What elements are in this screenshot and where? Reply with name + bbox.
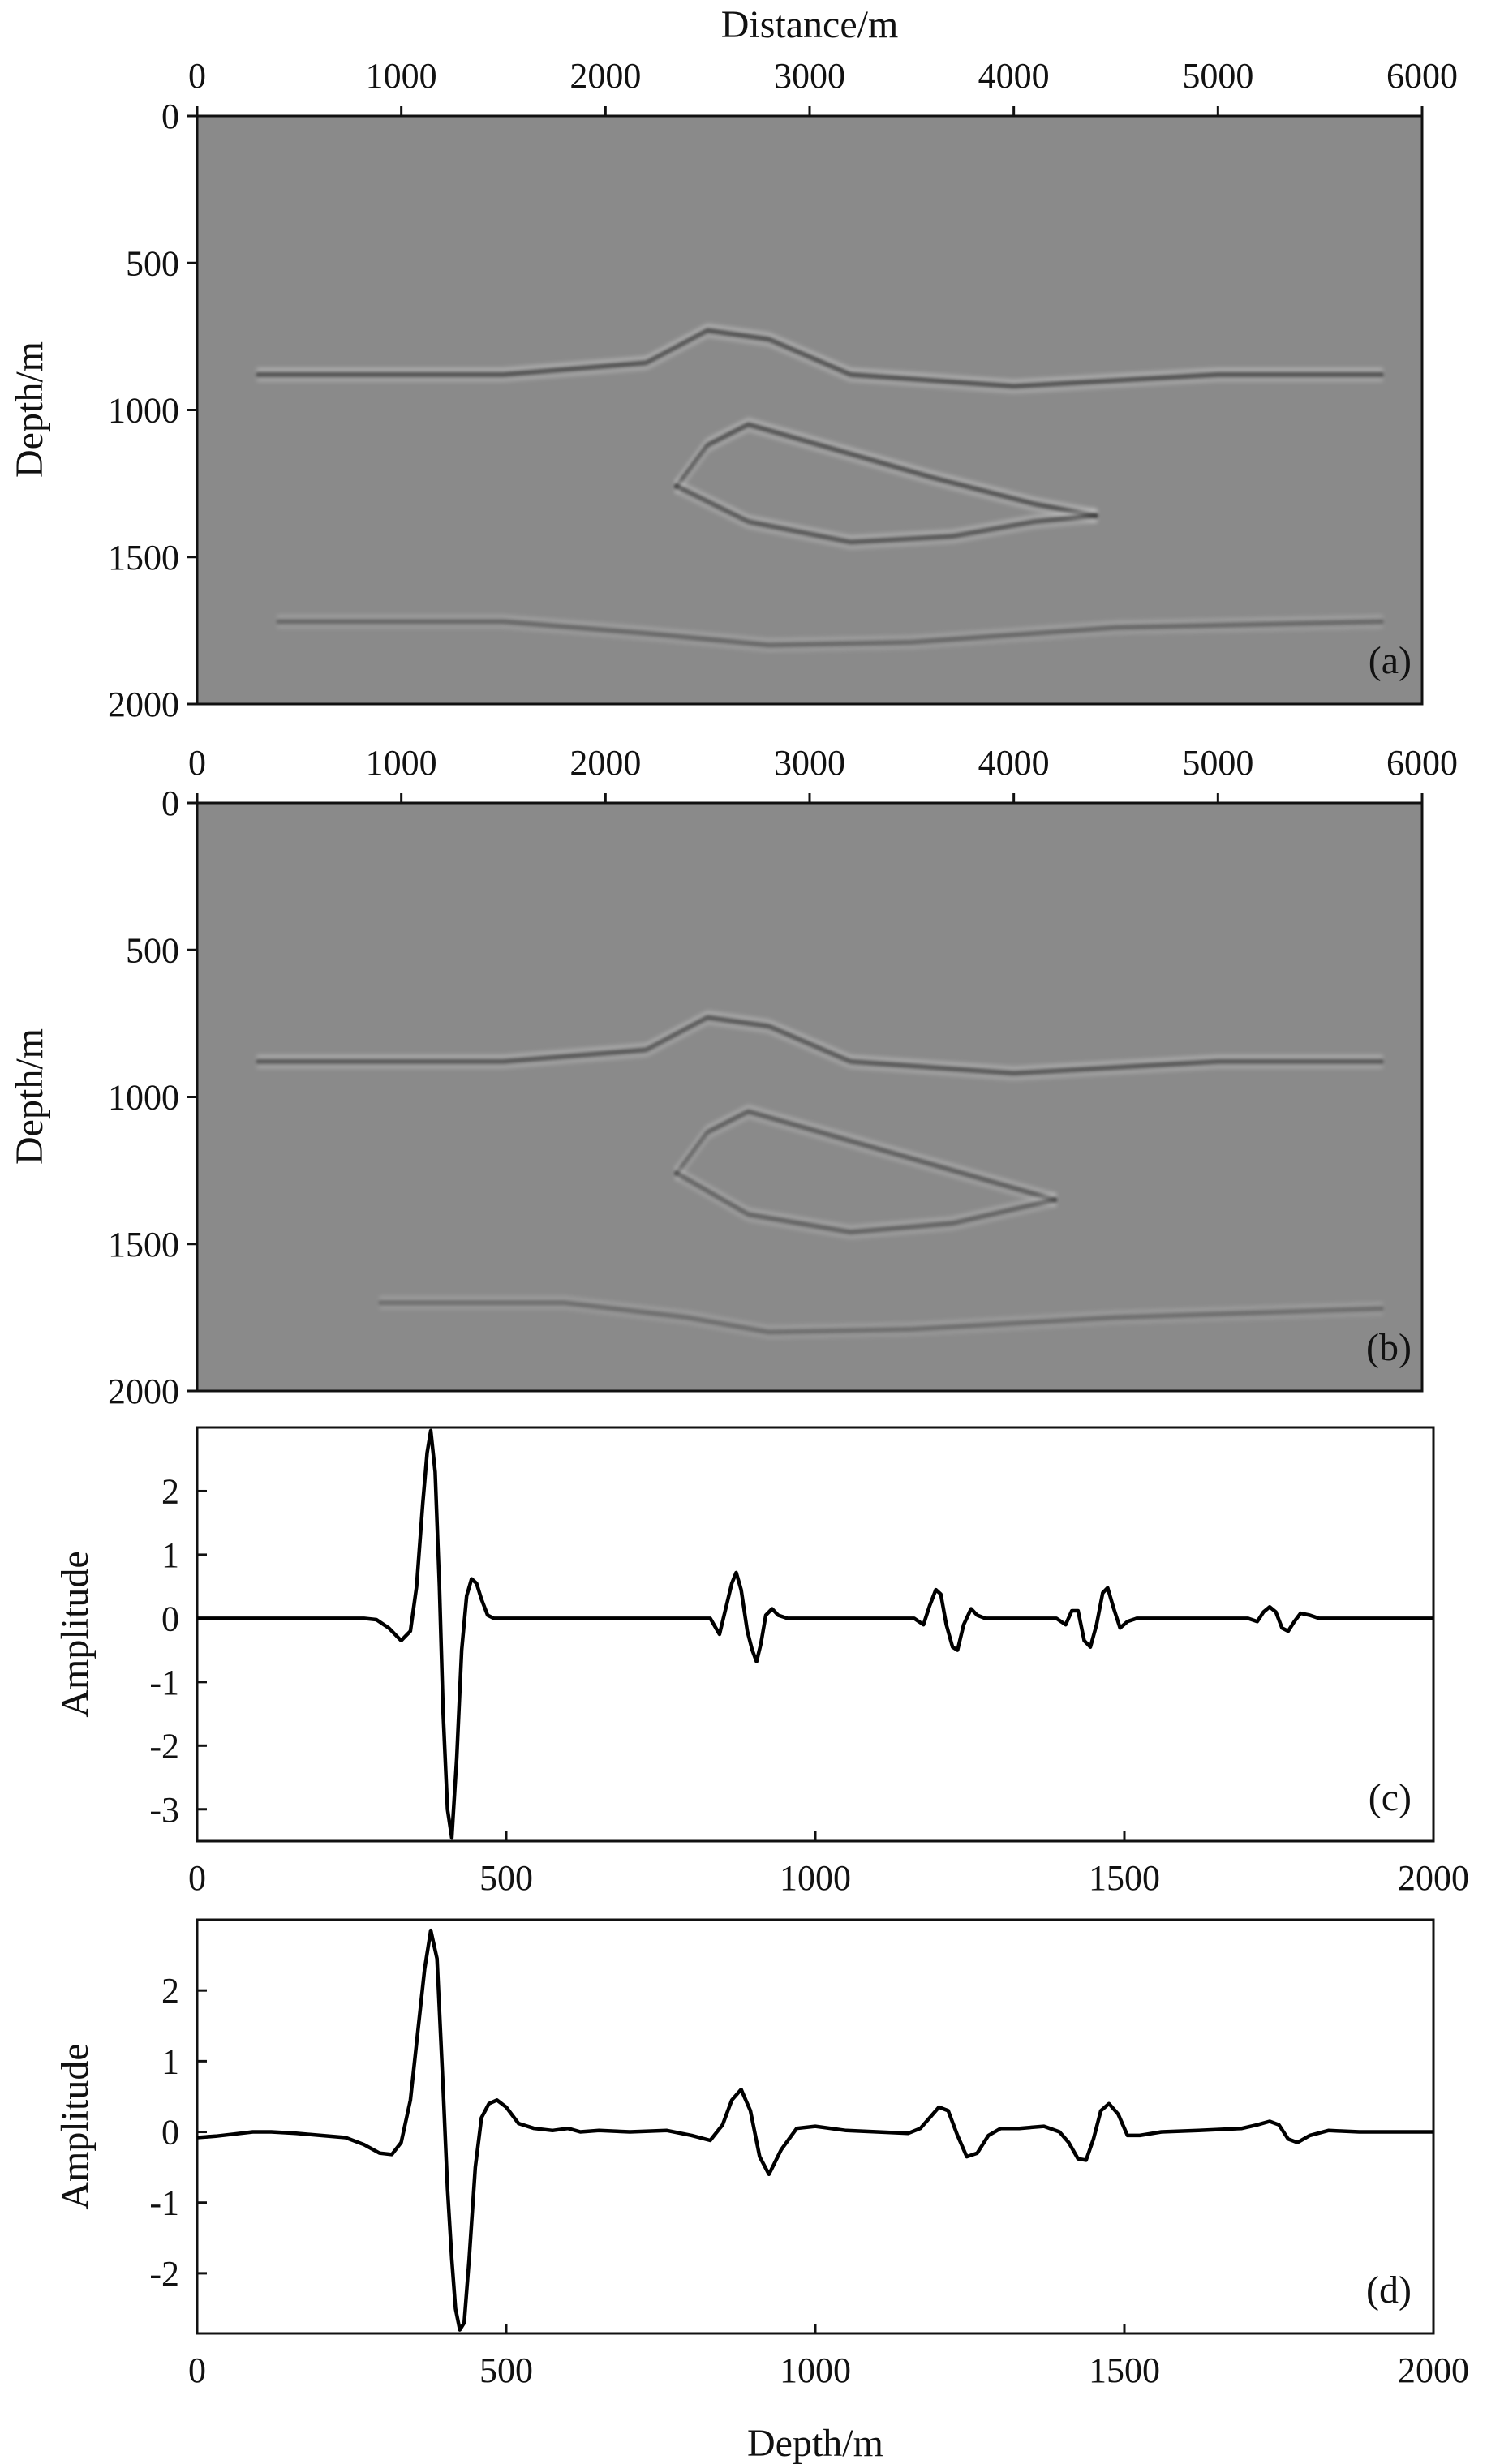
- x-tick-label: 1500: [1089, 1858, 1160, 1898]
- x-tick-label: 2000: [1398, 1858, 1469, 1898]
- x-tick-label: 0: [188, 2350, 206, 2390]
- x-tick-label: 4000: [978, 743, 1050, 783]
- y-tick-label: 1000: [108, 391, 179, 431]
- reflector-deep: [276, 619, 1384, 648]
- y-tick-label: 1500: [108, 538, 179, 577]
- x-tick-label: 500: [479, 1858, 533, 1898]
- panel-d-axes: 0 500 1000 1500 2000 2 1 0 -1 -2: [149, 1971, 1469, 2390]
- x-tick-label: 1500: [1089, 2350, 1160, 2390]
- x-tick-label: 3000: [774, 743, 845, 783]
- reflector-deep-halo: [379, 1295, 1384, 1329]
- reflector-lens-base: [674, 483, 1098, 545]
- x-tick-label: 0: [188, 743, 206, 783]
- panel-c-axes: 0 500 1000 1500 2000 2 1 0 -1 -2 -3: [149, 1471, 1469, 1898]
- y-tick-label: 2000: [108, 1372, 179, 1411]
- y-tick-label: 0: [161, 2113, 179, 2153]
- reflector-anticline-halo: [256, 324, 1384, 384]
- y-tick-label: 1000: [108, 1078, 179, 1118]
- reflector-anticline-halo: [256, 1020, 1384, 1080]
- panel-a-reflectors: [255, 223, 1384, 652]
- x-tick-label: 1000: [366, 743, 437, 783]
- panel-c-label: (c): [1369, 1776, 1412, 1819]
- x-tick-label: 3000: [774, 56, 845, 96]
- x-tick-label: 0: [188, 1858, 206, 1898]
- reflector-lens-top-halo: [675, 418, 1098, 513]
- y-tick-label: 1: [161, 2041, 179, 2081]
- x-tick-label: 2000: [569, 743, 641, 783]
- panel-b-background: [197, 803, 1422, 1391]
- reflector-lens-top: [674, 422, 1098, 518]
- panel-b-axes: 0 1000 2000 3000 4000 5000 6000 0 500 1000 1500 200…: [108, 743, 1458, 1411]
- x-tick-label: 1000: [780, 1858, 851, 1898]
- reflector-deep-halo: [277, 615, 1384, 642]
- x-tick-label: 6000: [1386, 56, 1458, 96]
- x-tick-label: 6000: [1386, 743, 1458, 783]
- y-tick-label: 0: [161, 783, 179, 823]
- x-tick-label: 500: [479, 2350, 533, 2390]
- reflector-lens-top-halo: [675, 427, 1098, 523]
- panel-d: 0 500 1000 1500 2000 2 1 0 -1 -2 Amplitude (d) De…: [54, 1918, 1469, 2464]
- y-tick-label: 1: [161, 1535, 179, 1575]
- reflector-lens-base: [674, 1170, 1057, 1235]
- panel-a-background: [197, 116, 1422, 704]
- panel-b: 0 1000 2000 3000 4000 5000 6000 0 500 1000 1500 200…: [8, 743, 1458, 1411]
- panel-b-ylabel: Depth/m: [8, 1028, 51, 1165]
- panel-a-label: (a): [1369, 639, 1412, 682]
- reflector-deep-halo: [379, 1305, 1384, 1339]
- panel-d-amplitude-line: [196, 1928, 1433, 2332]
- y-tick-label: 0: [161, 1599, 179, 1638]
- y-tick-label: 1500: [108, 1225, 179, 1264]
- y-tick-label: -1: [149, 2183, 179, 2223]
- reflector-lens-base-halo: [675, 479, 1098, 539]
- y-tick-label: -2: [149, 2254, 179, 2294]
- x-tick-label: 5000: [1182, 743, 1253, 783]
- y-tick-label: 2: [161, 1471, 179, 1511]
- panel-a: 0 1000 2000 3000 4000 5000 6000 0 500 1000 1500 200…: [8, 3, 1458, 724]
- panel-c-amplitude-line: [197, 1428, 1433, 1840]
- reflector-anticline: [256, 1015, 1384, 1076]
- y-tick-label: 0: [161, 97, 179, 136]
- reflector-lens-top-halo: [675, 1105, 1057, 1197]
- y-tick-label: 2000: [108, 685, 179, 724]
- panel-d-label: (d): [1366, 2269, 1412, 2312]
- y-tick-label: -1: [149, 1663, 179, 1702]
- reflector-lens-base-halo: [675, 489, 1098, 549]
- x-tick-label: 2000: [569, 56, 641, 96]
- panel-c-ylabel: Amplitude: [54, 1551, 97, 1717]
- reflector-anticline-halo: [256, 1011, 1384, 1071]
- reflector-anticline-halo: [256, 333, 1384, 393]
- panel-a-ylabel: Depth/m: [8, 341, 51, 478]
- x-tick-label: 5000: [1182, 56, 1253, 96]
- panel-d-xlabel: Depth/m: [747, 2422, 883, 2464]
- y-tick-label: -2: [149, 1726, 179, 1766]
- panel-b-reflectors: [255, 906, 1384, 1339]
- y-tick-label: 500: [126, 930, 179, 970]
- x-tick-label: 2000: [1398, 2350, 1469, 2390]
- y-tick-label: 500: [126, 243, 179, 283]
- x-tick-label: 4000: [978, 56, 1050, 96]
- reflector-lens-top: [674, 1109, 1057, 1203]
- panel-c: 0 500 1000 1500 2000 2 1 0 -1 -2 -3 Amplitude (c): [54, 1426, 1469, 1898]
- y-tick-label: 2: [161, 1971, 179, 2011]
- reflector-anticline: [256, 328, 1384, 389]
- reflector-lens-base-halo: [675, 1166, 1057, 1230]
- panel-a-xlabel: Distance/m: [721, 3, 899, 46]
- y-tick-label: -3: [149, 1790, 179, 1830]
- x-tick-label: 1000: [366, 56, 437, 96]
- panel-a-axes: 0 1000 2000 3000 4000 5000 6000 0 500 1000 1500 200…: [108, 56, 1458, 724]
- panel-d-ylabel: Amplitude: [54, 2043, 97, 2209]
- reflector-deep: [378, 1300, 1384, 1335]
- reflector-lens-top-halo: [675, 1114, 1057, 1207]
- panel-c-frame: [196, 1426, 1435, 1843]
- reflector-lens-base-halo: [675, 1176, 1057, 1239]
- panel-b-label: (b): [1366, 1326, 1412, 1369]
- x-tick-label: 1000: [780, 2350, 851, 2390]
- reflector-deep-halo: [277, 625, 1384, 652]
- x-tick-label: 0: [188, 56, 206, 96]
